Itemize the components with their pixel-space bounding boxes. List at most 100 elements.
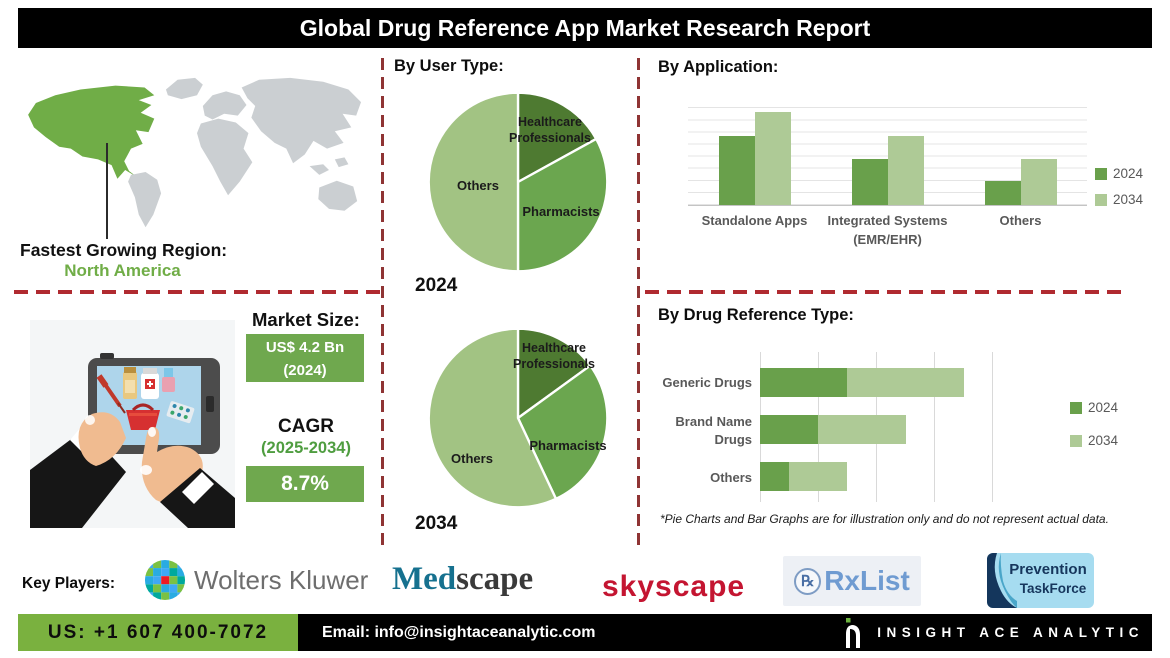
market-size-badge: US$ 4.2 Bn (2024)	[246, 334, 364, 382]
bar-others-2024	[984, 181, 1021, 205]
bar-group-standalone	[688, 97, 821, 205]
page-title: Global Drug Reference App Market Researc…	[18, 8, 1152, 48]
fastest-growing-region-value: North America	[64, 261, 181, 280]
wolters-kluwer-logo-text: Wolters Kluwer	[194, 565, 369, 595]
cagr-period: (2025-2034)	[261, 439, 351, 457]
legend-label: 2034	[1113, 192, 1144, 207]
legend-item-2024: 2024	[1095, 166, 1143, 181]
southeast-asia-islands	[309, 157, 349, 175]
medscape-logo: Medscape	[392, 561, 533, 598]
legend-item-2034: 2034	[1095, 192, 1143, 207]
pie-slice-label-pharmacists: Pharmacists	[522, 204, 600, 219]
wolters-kluwer-logo-icon	[144, 559, 186, 601]
rx-symbol-icon: ℞	[794, 567, 822, 595]
market-size-year: (2024)	[283, 362, 327, 380]
user-type-pie-2024: Healthcare Professionals Pharmacists Oth…	[424, 88, 612, 276]
fastest-growing-region-label: Fastest Growing Region:	[20, 240, 228, 260]
insightace-logo-icon	[846, 617, 861, 648]
pie-slice	[516, 137, 609, 273]
application-legend: 2024 2034	[1095, 166, 1143, 218]
pie-slice	[427, 327, 558, 509]
bar-integrated-2024	[851, 158, 888, 205]
legend-label: 2024	[1113, 166, 1144, 181]
rxlist-logo: ℞ RxList	[783, 556, 921, 606]
prevention-logo-line2: TaskForce	[1019, 581, 1087, 596]
horizontal-dashed-divider	[645, 290, 1127, 294]
bar-group-others	[954, 97, 1087, 205]
syringe-icon	[96, 374, 126, 414]
pie-year-2034: 2034	[415, 513, 458, 534]
market-size-label: Market Size:	[252, 309, 360, 330]
pie-slice-label-pharmacists: Pharmacists	[529, 438, 607, 453]
spray-bottle-icon	[162, 368, 175, 392]
pie-slice-label-healthcare: Healthcare Professionals	[509, 115, 591, 146]
application-heading: By Application:	[658, 58, 779, 76]
pie-slice-label-others: Others	[451, 451, 493, 466]
brand-block: INSIGHT ACE ANALYTIC	[843, 614, 1144, 651]
hbar-generic-drugs	[760, 368, 993, 397]
australia-region	[318, 180, 358, 211]
basket-icon	[126, 403, 160, 430]
segment-2024	[760, 368, 848, 397]
pie-slice	[427, 91, 520, 273]
skyscape-logo: skyscape	[602, 570, 746, 603]
email-text: Email: info@insightaceanalytic.com	[322, 624, 596, 641]
application-category-labels: Standalone Apps Integrated Systems (EMR/…	[688, 212, 1087, 250]
bar-standalone-2024	[718, 135, 755, 205]
prevention-logo-line1: Prevention	[1009, 561, 1087, 578]
south-america-region	[128, 171, 162, 228]
market-size-value: US$ 4.2 Bn	[265, 339, 345, 356]
hbar-brand-name-drugs	[760, 415, 993, 444]
medscape-logo-part1: Med	[392, 561, 457, 597]
map-pointer-line	[106, 143, 108, 239]
category-label-others: Others	[710, 470, 752, 485]
bar-group-integrated	[821, 97, 954, 205]
rxlist-logo-text: RxList	[824, 565, 910, 596]
category-label-generic: Generic Drugs	[662, 375, 752, 390]
pie-chart-2034	[427, 327, 609, 509]
vertical-dashed-divider	[381, 58, 384, 545]
segment-2034	[847, 368, 964, 397]
segment-2024	[760, 415, 819, 444]
cagr-label: CAGR	[278, 416, 334, 437]
tablet-hands-illustration	[30, 320, 235, 528]
brand-name: INSIGHT ACE ANALYTIC	[877, 625, 1144, 640]
drug-reference-heading: By Drug Reference Type:	[658, 306, 854, 324]
medscape-logo-part2: scape	[456, 561, 534, 597]
pie-slice	[516, 327, 592, 420]
application-chart-plot	[688, 97, 1087, 206]
europe-region	[202, 91, 247, 120]
category-label-brand: Brand Name Drugs	[675, 414, 752, 448]
medicine-jar-icon	[141, 368, 159, 399]
key-players-label: Key Players:	[22, 575, 116, 592]
pie-slice	[516, 91, 598, 184]
legend-swatch-2034	[1070, 434, 1082, 447]
pie-chart-2024	[427, 91, 609, 273]
bar-others-2034	[1020, 158, 1057, 205]
category-label: Others	[999, 213, 1042, 228]
greenland-region	[165, 77, 203, 100]
segment-2034	[818, 415, 906, 444]
legend-swatch-2034	[1095, 193, 1107, 206]
legend-label: 2024	[1088, 400, 1119, 415]
drug-reference-legend: 2024 2034	[1070, 400, 1118, 466]
legend-item-2034: 2034	[1070, 433, 1118, 448]
asia-region	[241, 77, 362, 164]
amber-bottle-icon	[123, 367, 137, 399]
prevention-swoosh-icon	[987, 553, 1017, 608]
vertical-dashed-divider	[637, 58, 640, 545]
world-map	[28, 77, 362, 228]
africa-region	[197, 118, 253, 196]
category-label: Standalone Apps	[701, 213, 808, 228]
cagr-value-badge: 8.7%	[246, 466, 364, 502]
segment-2024	[760, 462, 790, 491]
pie-year-2024: 2024	[415, 275, 458, 296]
chart-disclaimer: *Pie Charts and Bar Graphs are for illus…	[660, 512, 1109, 526]
legend-swatch-2024	[1070, 401, 1082, 414]
user-type-pie-2034: Healthcare Professionals Pharmacists Oth…	[424, 324, 612, 512]
legend-swatch-2024	[1095, 167, 1107, 180]
hbar-others	[760, 462, 993, 491]
bar-standalone-2034	[754, 112, 791, 205]
legend-label: 2034	[1088, 433, 1119, 448]
